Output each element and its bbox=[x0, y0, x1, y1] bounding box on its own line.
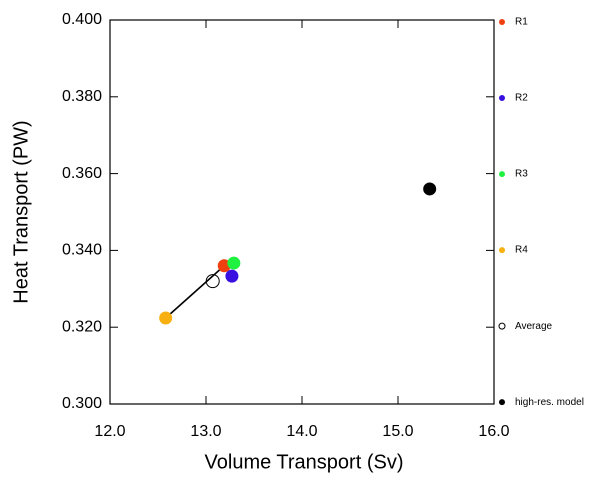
y-tick-label: 0.400 bbox=[62, 11, 102, 28]
point bbox=[423, 182, 437, 196]
y-tick-label: 0.320 bbox=[62, 318, 102, 335]
point bbox=[205, 274, 220, 289]
x-tick-label: 15.0 bbox=[382, 423, 413, 440]
x-tick-label: 14.0 bbox=[286, 423, 317, 440]
legend-label: R3 bbox=[515, 169, 528, 180]
point bbox=[225, 269, 239, 283]
legend-label: R2 bbox=[515, 93, 528, 104]
y-tick-label: 0.380 bbox=[62, 88, 102, 105]
legend-marker bbox=[498, 322, 506, 330]
x-axis-label: Volume Transport (Sv) bbox=[205, 451, 404, 473]
x-tick-label: 16.0 bbox=[478, 423, 509, 440]
legend-marker bbox=[499, 95, 505, 102]
plot-frame bbox=[109, 19, 495, 405]
legend-marker bbox=[499, 247, 505, 254]
legend-marker bbox=[499, 19, 505, 25]
x-tick-label: 12.0 bbox=[94, 423, 125, 440]
connector bbox=[165, 265, 225, 319]
y-tick-label: 0.360 bbox=[62, 165, 102, 182]
point bbox=[227, 256, 241, 270]
y-tick-label: 0.300 bbox=[62, 395, 102, 412]
legend-label: high-res. model bbox=[515, 397, 584, 408]
legend-label: R4 bbox=[515, 245, 528, 256]
legend-marker bbox=[499, 399, 505, 406]
x-tick-label: 13.0 bbox=[190, 423, 221, 440]
legend-label: R1 bbox=[515, 17, 528, 28]
point bbox=[159, 311, 173, 325]
y-axis-label: Heat Transport (PW) bbox=[10, 120, 32, 303]
legend-label: Average bbox=[515, 321, 553, 332]
y-tick-label: 0.340 bbox=[62, 242, 102, 259]
legend-marker bbox=[499, 171, 505, 178]
